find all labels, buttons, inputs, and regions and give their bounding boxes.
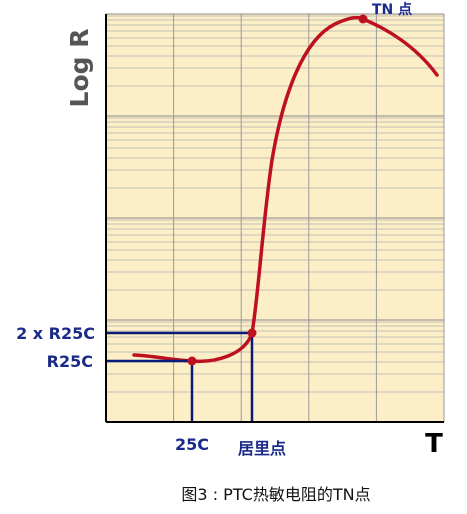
x-marker-25c: 25C <box>175 435 209 454</box>
x-marker-curie: 居里点 <box>238 439 286 458</box>
y-marker-2xr25c: 2 x R25C <box>16 324 95 343</box>
tn-label: TN 点 <box>372 1 412 18</box>
grid-lines <box>106 13 445 423</box>
x-axis-label: T <box>425 429 443 459</box>
r25c-point <box>187 356 197 366</box>
y-axis-label: Log R <box>65 29 94 108</box>
tn-point <box>358 14 368 24</box>
y-marker-r25c: R25C <box>47 352 93 371</box>
curie-point <box>247 328 257 338</box>
figure-caption: 图3 : PTC热敏电阻的TN点 <box>181 485 370 504</box>
